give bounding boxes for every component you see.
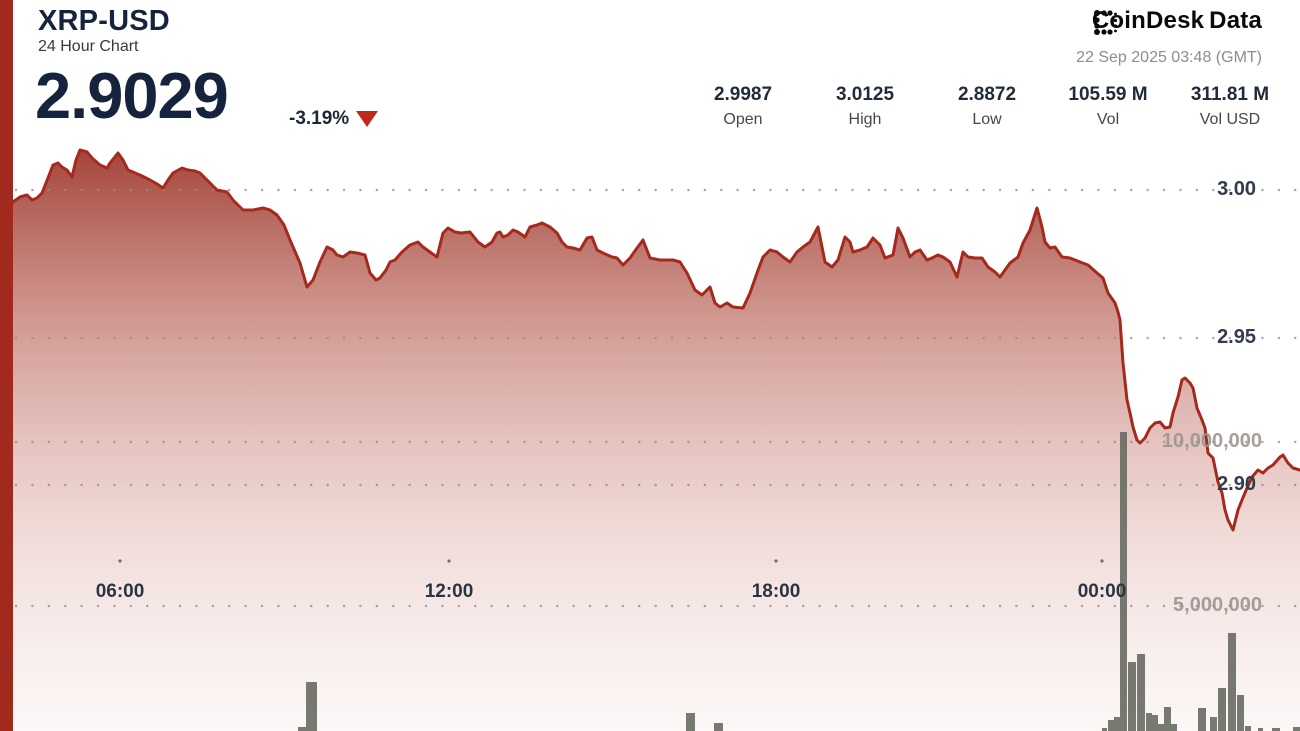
stat-high-label: High: [848, 111, 882, 128]
volume-bar: [1120, 432, 1127, 731]
stat-vol-usd-value: 311.81 M: [1190, 84, 1270, 105]
volume-bar: [1152, 715, 1158, 731]
volume-bar: [1128, 662, 1136, 731]
volume-bar: [1237, 695, 1244, 731]
volume-bar: [1258, 728, 1263, 731]
price-change-percent: -3.19%: [289, 108, 350, 129]
volume-bar: [1218, 688, 1226, 731]
volume-bar: [686, 713, 695, 731]
price-axis-tick: 3.00: [1217, 178, 1256, 200]
stat-low-label: Low: [972, 111, 1002, 128]
time-axis-dot: [447, 559, 451, 563]
stat-low-value: 2.8872: [957, 84, 1017, 105]
stat-low: 2.8872 Low: [917, 84, 1057, 129]
time-axis-tick: 00:00: [1077, 581, 1127, 602]
stat-open-label: Open: [723, 111, 763, 128]
down-triangle-icon: [356, 111, 379, 127]
time-axis-dot: [118, 559, 122, 563]
time-axis-dot: [1100, 559, 1104, 563]
stat-vol: 105.59 M Vol: [1038, 84, 1178, 129]
price-area-fill: [13, 150, 1300, 731]
volume-bar: [1146, 713, 1152, 731]
time-axis-tick: 18:00: [751, 581, 801, 602]
volume-bar: [1108, 720, 1114, 731]
stat-vol-usd: 311.81 M Vol USD: [1160, 84, 1300, 129]
symbol-title: XRP-USD: [38, 5, 170, 37]
stat-vol-usd-label: Vol USD: [1199, 111, 1261, 128]
stat-high: 3.0125 High: [795, 84, 935, 129]
volume-bar: [1158, 724, 1164, 731]
time-axis-tick: 06:00: [95, 581, 145, 602]
stat-high-value: 3.0125: [835, 84, 895, 105]
time-axis-dot: [774, 559, 778, 563]
left-accent-stripe: [0, 0, 13, 731]
volume-bar: [1293, 727, 1300, 731]
volume-bar: [1198, 708, 1206, 731]
volume-bar: [298, 727, 306, 731]
chart-range-subtitle: 24 Hour Chart: [38, 38, 139, 55]
coindesk-logo-icon: [1093, 10, 1117, 35]
time-axis-tick: 12:00: [424, 581, 474, 602]
volume-bar: [1114, 717, 1120, 731]
volume-bar: [1272, 728, 1280, 731]
chart-timestamp: 22 Sep 2025 03:48 (GMT): [1076, 49, 1262, 66]
coindesk-data-logo[interactable]: CoinDesk Data: [1092, 7, 1262, 35]
volume-bar: [1171, 724, 1177, 731]
volume-bar: [1102, 728, 1107, 731]
stat-vol-value: 105.59 M: [1068, 84, 1148, 105]
current-price: 2.9029: [35, 59, 229, 132]
price-axis-tick: 2.90: [1217, 473, 1256, 495]
volume-bar: [714, 723, 723, 731]
volume-bar: [1137, 654, 1145, 731]
stat-vol-label: Vol: [1096, 111, 1120, 128]
volume-axis-tick: 5,000,000: [1173, 594, 1262, 616]
volume-axis-tick: 10,000,000: [1161, 430, 1262, 452]
price-axis-tick: 2.95: [1217, 326, 1256, 348]
volume-bar: [1228, 633, 1236, 731]
price-change: -3.19%: [289, 108, 379, 130]
volume-bar: [1210, 717, 1217, 731]
volume-bar: [1245, 726, 1251, 731]
price-line: [11, 148, 1300, 532]
volume-bar: [306, 682, 317, 731]
stat-open-value: 2.9987: [713, 84, 773, 105]
stat-open: 2.9987 Open: [673, 84, 813, 129]
volume-bar: [1164, 707, 1171, 731]
